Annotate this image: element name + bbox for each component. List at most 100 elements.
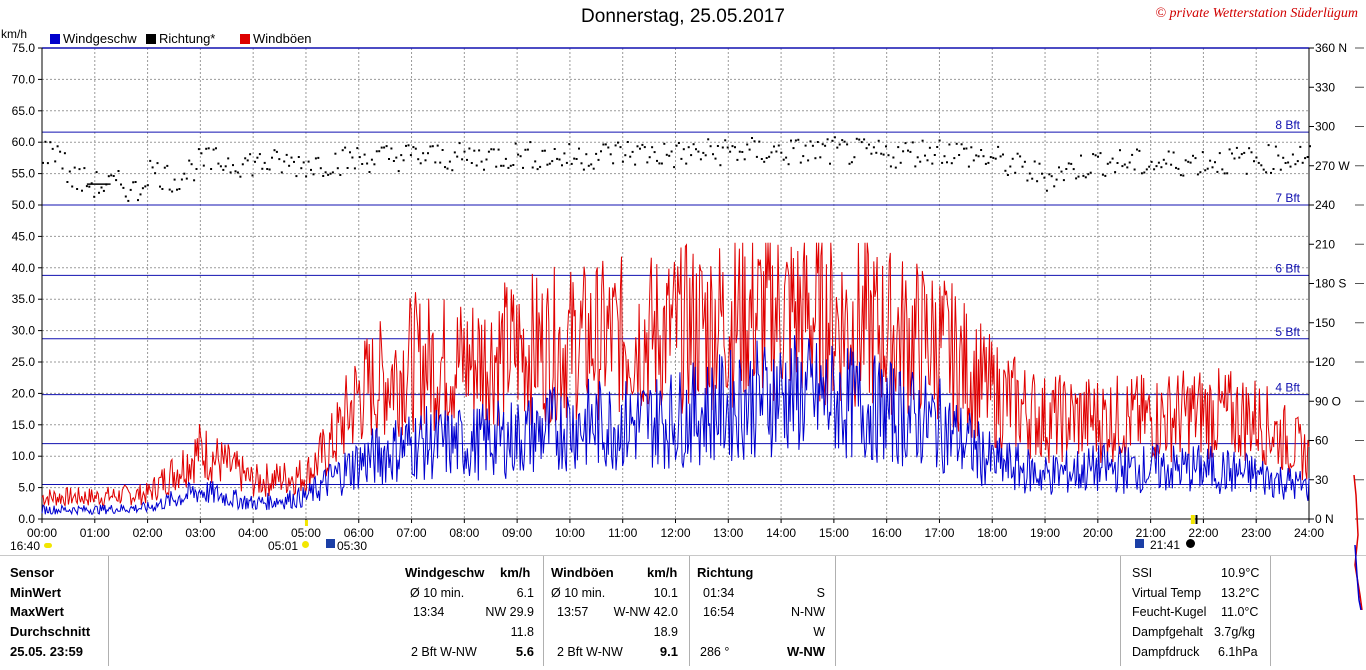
direction-point <box>909 150 912 153</box>
direction-point <box>1114 171 1117 174</box>
direction-point <box>495 165 498 168</box>
direction-point <box>256 156 259 159</box>
sunrise-time: 05:01 <box>268 539 299 553</box>
direction-point <box>902 150 905 153</box>
direction-point <box>159 185 161 188</box>
direction-point <box>229 171 232 174</box>
direction-point <box>134 181 137 183</box>
y-tick-label: 25.0 <box>12 355 36 369</box>
direction-point <box>960 143 963 146</box>
direction-point <box>848 162 851 165</box>
direction-point <box>1189 161 1192 164</box>
direction-point <box>792 147 795 150</box>
direction-point <box>1023 160 1026 163</box>
cell: 01:34 <box>703 586 735 600</box>
direction-point <box>1009 165 1012 168</box>
direction-point <box>275 150 278 153</box>
direction-point <box>629 155 632 158</box>
direction-point <box>397 170 400 173</box>
beaufort-label: 4 Bft <box>1275 381 1300 395</box>
row-label-sensor: Sensor <box>10 565 55 580</box>
direction-point <box>202 164 205 167</box>
direction-point <box>514 142 517 145</box>
direction-point <box>1257 161 1260 164</box>
direction-point <box>870 152 873 155</box>
col-unit-windgeschw: km/h <box>500 565 531 580</box>
direction-point <box>712 153 714 156</box>
direction-point <box>141 187 144 190</box>
direction-point <box>797 138 800 141</box>
direction-point <box>405 144 407 147</box>
direction-point <box>51 147 54 150</box>
direction-point <box>558 158 561 161</box>
direction-point <box>877 139 880 142</box>
direction-point <box>429 145 432 148</box>
direction-point <box>773 145 775 148</box>
direction-point <box>319 167 322 170</box>
direction-point <box>1019 155 1022 158</box>
direction-point <box>1053 185 1056 188</box>
direction-point <box>1291 153 1294 156</box>
direction-point <box>967 165 970 168</box>
direction-point <box>770 151 773 154</box>
direction-point <box>1253 160 1255 163</box>
direction-point <box>868 143 870 146</box>
direction-point <box>1055 178 1058 181</box>
direction-point <box>1016 152 1019 155</box>
direction-point <box>507 166 510 169</box>
direction-point <box>1031 177 1034 180</box>
direction-point <box>227 157 230 160</box>
direction-point <box>597 158 600 161</box>
direction-point <box>865 147 868 150</box>
y-tick-label: 10.0 <box>12 449 36 463</box>
direction-point <box>965 147 968 150</box>
direction-point <box>102 189 105 192</box>
direction-point <box>604 143 607 146</box>
direction-point <box>383 146 386 149</box>
direction-point <box>556 157 559 160</box>
direction-point <box>931 162 934 165</box>
x-tick-label: 08:00 <box>449 526 479 540</box>
extra-label: Feucht-Kugel <box>1132 605 1207 619</box>
y-tick-label: 5.0 <box>18 481 35 495</box>
direction-point <box>807 159 810 162</box>
direction-point <box>390 147 393 150</box>
direction-point <box>989 156 992 159</box>
direction-point <box>1294 163 1297 166</box>
direction-point <box>1187 160 1190 163</box>
direction-point <box>190 163 193 166</box>
direction-point <box>526 148 529 151</box>
direction-point <box>434 161 437 164</box>
direction-point <box>456 155 459 158</box>
direction-point <box>1004 169 1007 172</box>
row-label-max: MaxWert <box>10 604 64 619</box>
direction-point <box>1233 157 1236 160</box>
direction-point <box>417 158 420 161</box>
x-tick-label: 20:00 <box>1083 526 1113 540</box>
direction-point <box>349 151 351 154</box>
direction-point <box>1204 169 1207 172</box>
direction-point <box>614 144 617 147</box>
direction-point <box>1155 165 1158 168</box>
x-tick-label: 05:00 <box>291 526 321 540</box>
direction-point <box>946 161 948 164</box>
direction-point <box>1218 152 1221 155</box>
direction-point <box>1138 149 1141 152</box>
extra-label: Dampfgehalt <box>1132 625 1203 639</box>
y-right-tick-label: 330 <box>1315 80 1335 94</box>
direction-point <box>419 162 422 165</box>
direction-point <box>71 185 74 188</box>
direction-point <box>478 149 481 152</box>
direction-point <box>1145 168 1148 171</box>
direction-point <box>1038 162 1041 165</box>
direction-point <box>63 152 66 155</box>
y-axis-unit: km/h <box>1 27 28 41</box>
x-tick-label: 09:00 <box>502 526 532 540</box>
cell: 9.1 <box>659 644 678 659</box>
direction-point <box>1165 162 1168 165</box>
direction-point <box>205 147 208 150</box>
row-label-avg: Durchschnitt <box>10 624 91 639</box>
direction-point <box>1072 168 1075 171</box>
y-right-tick-label: 150 <box>1315 316 1335 330</box>
direction-point <box>824 144 827 147</box>
